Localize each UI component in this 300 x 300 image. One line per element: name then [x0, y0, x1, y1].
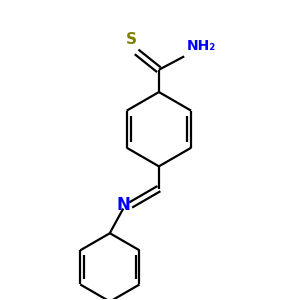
Text: S: S [126, 32, 137, 46]
Text: N: N [116, 196, 130, 214]
Text: NH₂: NH₂ [187, 39, 216, 53]
